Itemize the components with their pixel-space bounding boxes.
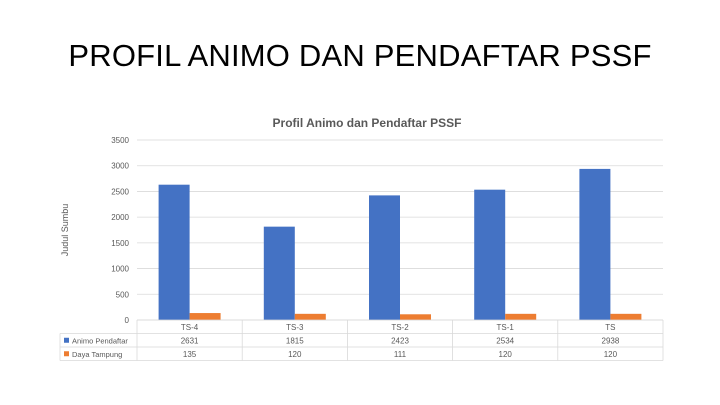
- bars: [158, 168, 642, 320]
- y-tick-label: 3500: [111, 136, 129, 145]
- data-label: 2631: [181, 337, 199, 346]
- data-label: 135: [183, 350, 197, 359]
- x-tick-label: TS: [605, 323, 615, 332]
- y-tick-label: 3000: [111, 162, 129, 171]
- data-label: 120: [604, 350, 618, 359]
- y-tick-labels: 0 500 1000 1500 2000 2500 3000 3500: [111, 136, 129, 325]
- y-tick-label: 500: [116, 290, 130, 299]
- x-tick-label: TS-4: [181, 323, 199, 332]
- bar-daya-ts-2: [400, 314, 431, 320]
- data-table: TS-4 TS-3 TS-2 TS-1 TS Animo Pendaftar 2631 181…: [59, 319, 664, 361]
- y-tick-label: 2500: [111, 187, 129, 196]
- y-tick-label: 0: [125, 316, 130, 325]
- bar-daya-ts-3: [294, 313, 326, 320]
- data-label: 2938: [602, 337, 620, 346]
- legend-key: [64, 337, 69, 343]
- legend-label: Animo Pendaftar: [72, 337, 128, 346]
- data-label: 1815: [286, 337, 304, 346]
- bar-animo-ts: [579, 168, 611, 320]
- slide-title: PROFIL ANIMO DAN PENDAFTAR PSSF: [68, 38, 652, 73]
- y-tick-label: 1500: [111, 239, 129, 248]
- chart-title: Profil Animo dan Pendaftar PSSF: [273, 116, 462, 130]
- data-label: 2423: [391, 337, 409, 346]
- legend-key: [64, 351, 69, 357]
- data-label: 111: [394, 350, 407, 359]
- bar-animo-ts-2: [369, 195, 400, 320]
- y-axis-label: Judul Sumbu: [60, 204, 70, 257]
- x-tick-label: TS-2: [391, 323, 409, 332]
- bar-animo-ts-3: [263, 226, 295, 320]
- y-tick-label: 2000: [111, 213, 129, 222]
- bar-daya-ts-4: [189, 313, 221, 320]
- bar-animo-ts-4: [158, 184, 190, 320]
- x-tick-label: TS-1: [497, 323, 515, 332]
- legend-label: Daya Tampung: [72, 350, 122, 359]
- y-tick-label: 1000: [111, 265, 129, 274]
- data-label: 2534: [496, 337, 514, 346]
- bar-daya-ts: [610, 313, 642, 320]
- data-label: 120: [288, 350, 302, 359]
- x-tick-label: TS-3: [286, 323, 304, 332]
- bar-animo-ts-1: [474, 189, 506, 320]
- data-label: 120: [499, 350, 513, 359]
- bar-daya-ts-1: [505, 313, 537, 320]
